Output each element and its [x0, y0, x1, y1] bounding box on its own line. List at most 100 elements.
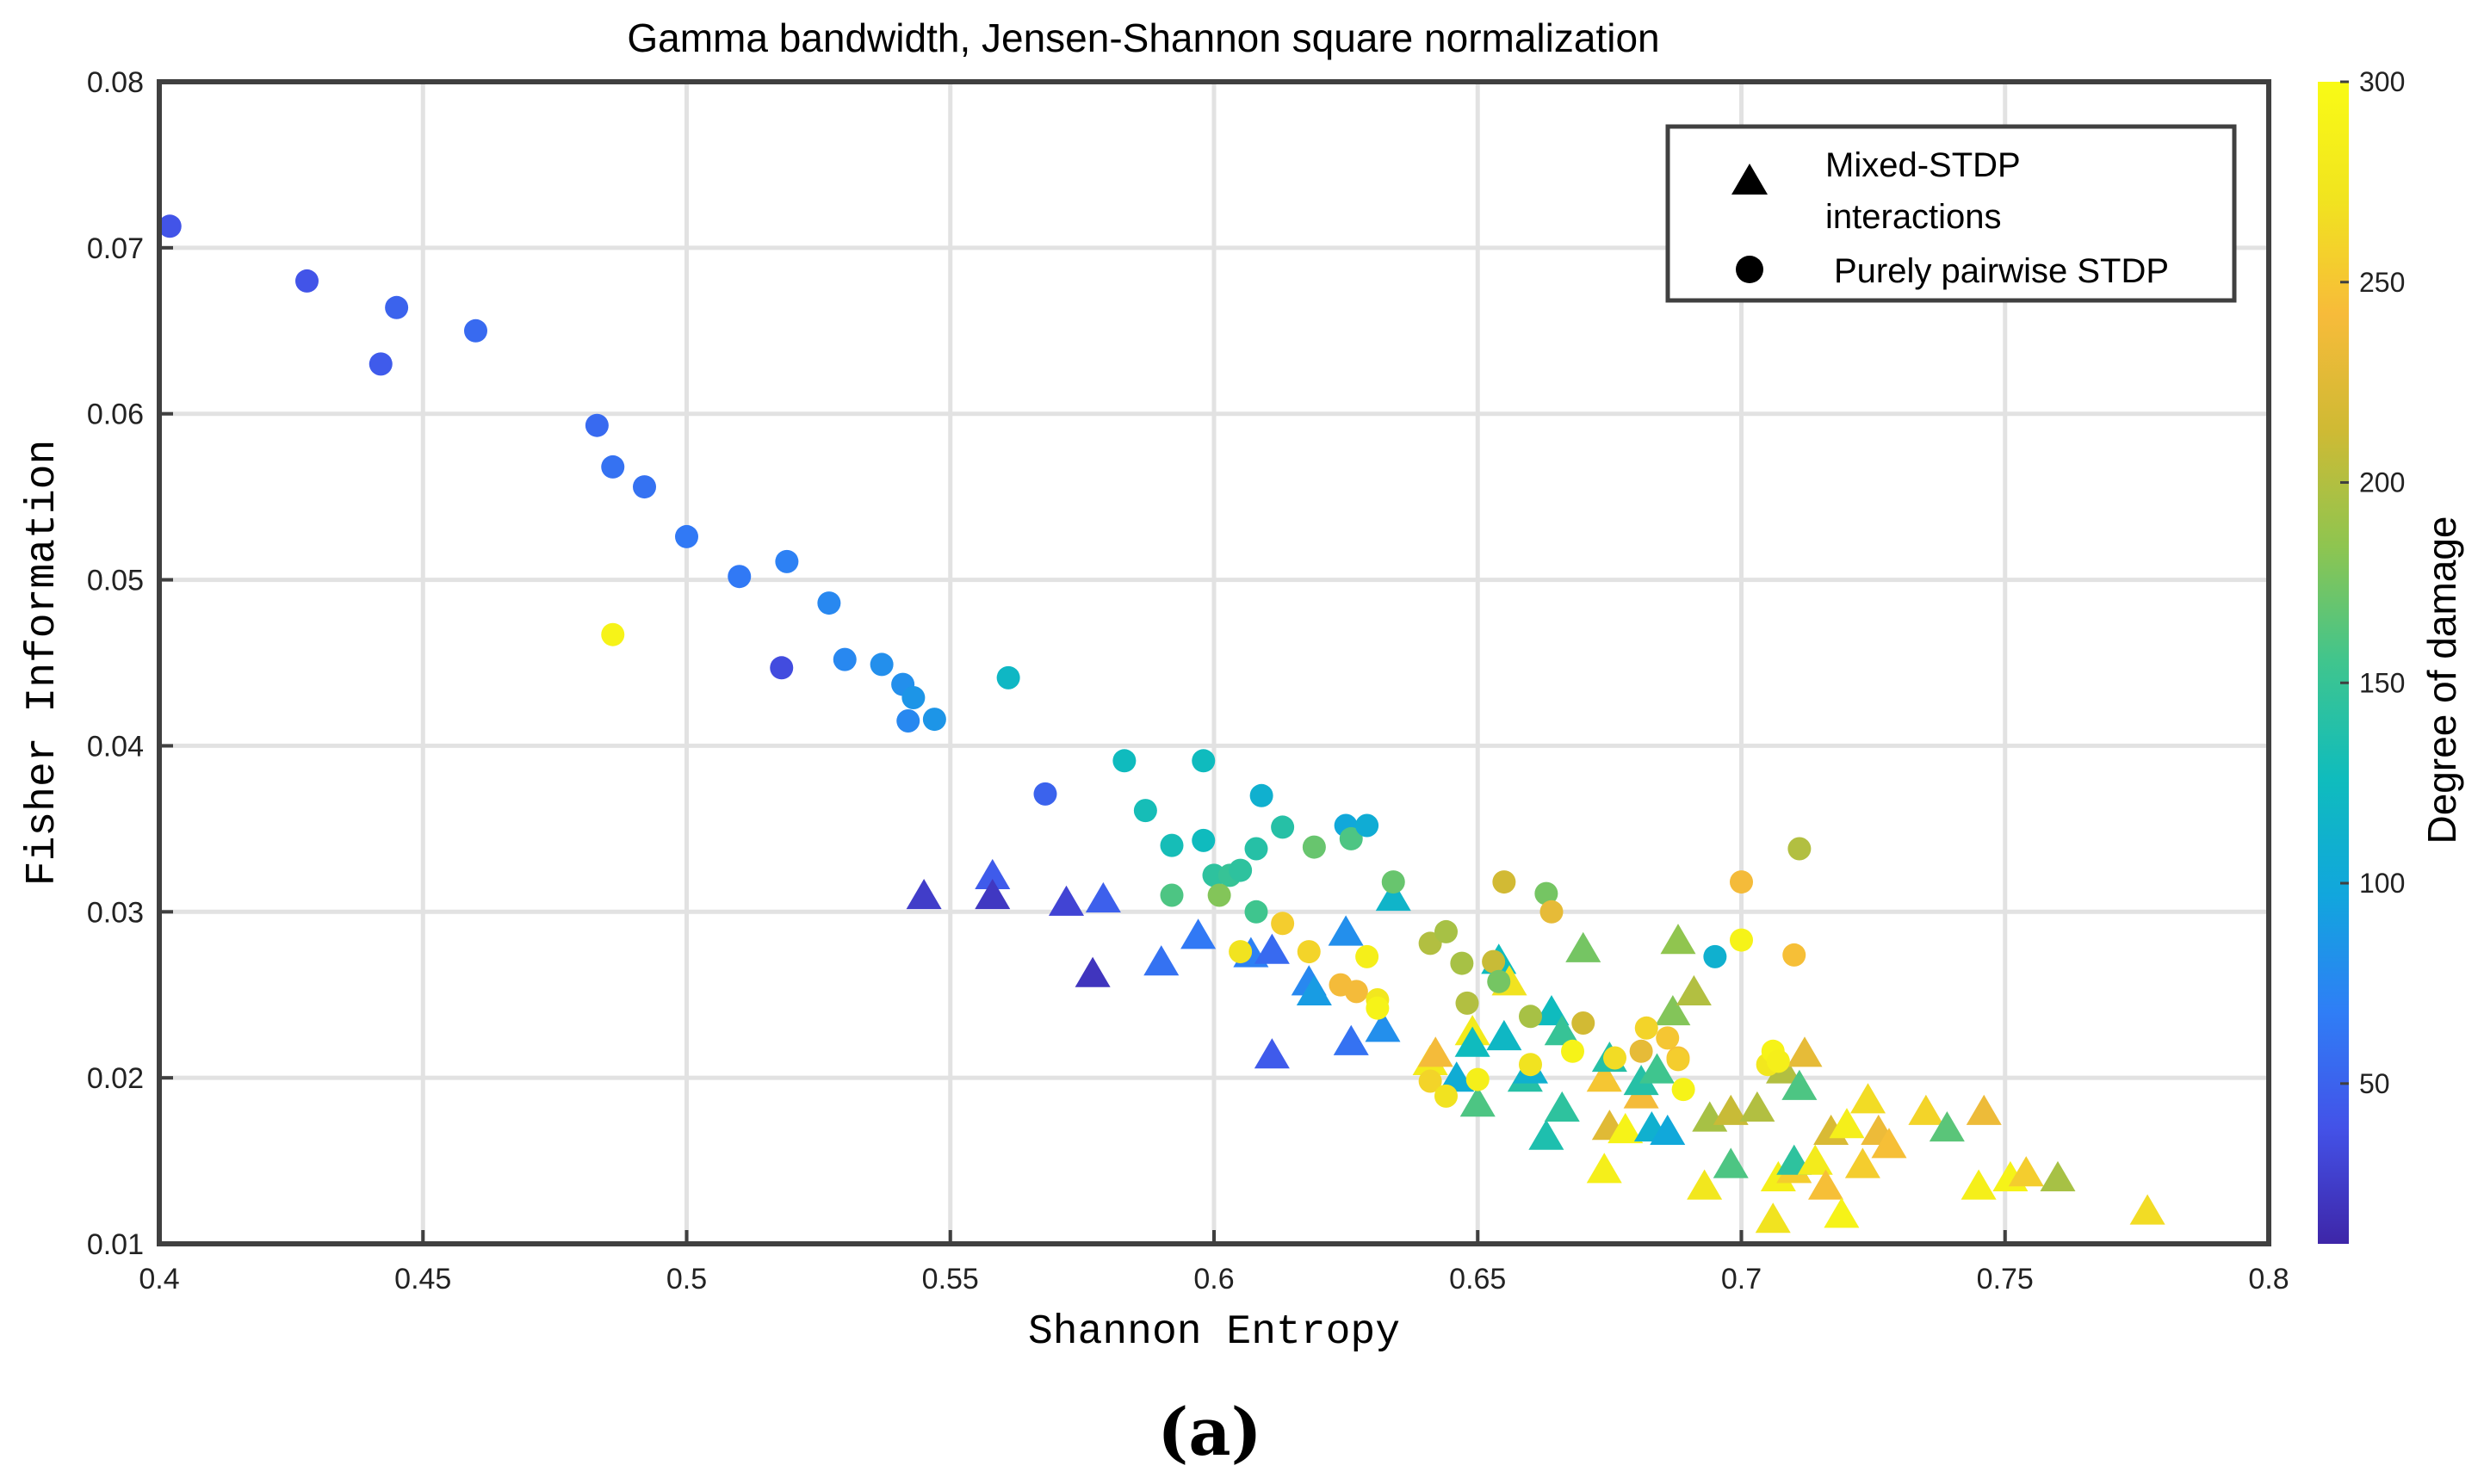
circle-point [1603, 1046, 1626, 1070]
triangle-point [1908, 1094, 1944, 1125]
x-tick-label: 0.45 [394, 1263, 451, 1295]
colorbar-tick-label: 200 [2359, 467, 2405, 498]
triangle-point [1459, 1086, 1496, 1117]
circle-point [1492, 870, 1516, 894]
triangle-point [975, 858, 1011, 890]
triangle-point [1844, 1147, 1880, 1178]
triangle-point [1296, 974, 1332, 1006]
triangle-point [1807, 1169, 1844, 1200]
circle-point [1434, 1084, 1458, 1108]
y-tick-label: 0.03 [87, 896, 144, 929]
y-tick-label: 0.05 [87, 565, 144, 597]
circle-point [1244, 837, 1268, 861]
triangle-point [1650, 1114, 1686, 1146]
circle-point [1207, 883, 1231, 907]
triangle-point [1048, 885, 1085, 916]
circle-point [1344, 980, 1368, 1004]
legend-label-mixed-line1: Mixed-STDP [1825, 146, 2021, 184]
triangle-point [1929, 1111, 1965, 1142]
circle-point [1482, 949, 1506, 974]
circle-point [601, 622, 625, 646]
circle-point [775, 549, 799, 573]
circle-point [1249, 783, 1273, 807]
circle-point [1539, 900, 1564, 924]
triangle-point [1713, 1094, 1749, 1125]
triangle-point [1375, 880, 1411, 912]
triangle-point [1760, 1160, 1796, 1192]
legend-triangle-icon [1731, 164, 1768, 195]
circle-point [1782, 943, 1806, 967]
triangle-point [1075, 956, 1111, 987]
triangle-point [1961, 1169, 1997, 1200]
colorbar-tick-label: 100 [2359, 868, 2405, 899]
triangle-point [1871, 1128, 1907, 1159]
triangle-point [1417, 1036, 1453, 1067]
triangle-point [1607, 1112, 1644, 1144]
circle-point [1519, 1005, 1542, 1029]
y-axis-label: Fisher Information [20, 440, 66, 886]
circle-point [1766, 1049, 1790, 1073]
circle-point [295, 269, 319, 293]
triangle-point [1623, 1065, 1659, 1096]
circle-point [1787, 837, 1812, 861]
circle-point [728, 565, 752, 589]
triangle-point [1180, 918, 1217, 949]
circle-point [1271, 815, 1295, 839]
circle-point [158, 214, 182, 238]
y-tick-label: 0.07 [87, 232, 144, 265]
circle-point [1192, 828, 1216, 852]
circle-point [1160, 833, 1184, 857]
triangle-point [2040, 1160, 2076, 1192]
triangle-point [1454, 1026, 1490, 1057]
triangle-point [2008, 1156, 2044, 1187]
y-tick-label: 0.06 [87, 399, 144, 431]
circle-point [1730, 870, 1753, 894]
triangle-point [1739, 1091, 1775, 1122]
y-tick-label: 0.02 [87, 1062, 144, 1095]
x-axis-label: Shannon Entropy [1028, 1309, 1400, 1356]
circle-point [1571, 1011, 1595, 1035]
circle-point [601, 454, 625, 479]
circle-point [1487, 969, 1511, 993]
triangle-point [1787, 1036, 1823, 1067]
circle-point [1666, 1048, 1690, 1072]
circle-point [1339, 826, 1363, 850]
triangle-point [1565, 931, 1601, 962]
circle-point [833, 647, 857, 671]
circle-point [1656, 1026, 1680, 1050]
triangle-point [1254, 1038, 1290, 1069]
series-mixed-stdp [906, 858, 2165, 1234]
circle-point [1534, 881, 1558, 906]
circle-point [1302, 835, 1326, 859]
legend-label-mixed-line2: interactions [1825, 198, 2002, 236]
x-axis-ticks: 0.4 0.45 0.5 0.55 0.6 0.65 0.7 0.75 0.8 [139, 1230, 2289, 1295]
circle-point [1297, 940, 1321, 964]
circle-point [1671, 1078, 1695, 1102]
triangle-point [1660, 924, 1696, 955]
circle-point [1244, 900, 1268, 924]
circle-point [1355, 944, 1379, 968]
circle-point [369, 352, 393, 376]
circle-point [1192, 749, 1216, 773]
circle-point [633, 475, 656, 499]
circle-point [1133, 799, 1157, 823]
colorbar-label: Degree of damage [2419, 516, 2464, 844]
triangle-point [1586, 1153, 1622, 1184]
triangle-point [1528, 1119, 1564, 1150]
circle-point [1634, 1016, 1658, 1040]
y-tick-label: 0.08 [87, 66, 144, 99]
circle-point [1160, 883, 1184, 907]
circle-point [385, 295, 409, 319]
triangle-point [1586, 1061, 1622, 1092]
triangle-point [1676, 974, 1712, 1006]
triangle-point [1333, 1024, 1369, 1055]
y-axis-ticks: 0.01 0.02 0.03 0.04 0.05 0.06 0.07 0.08 [87, 66, 173, 1261]
circle-point [1033, 782, 1057, 806]
triangle-point [1713, 1147, 1749, 1178]
legend-label-pairwise: Purely pairwise STDP [1834, 252, 2169, 290]
circle-point [1366, 996, 1390, 1020]
triangle-point [1655, 995, 1691, 1026]
triangle-point [1966, 1094, 2002, 1125]
y-tick-label: 0.01 [87, 1228, 144, 1261]
circle-point [896, 709, 920, 733]
